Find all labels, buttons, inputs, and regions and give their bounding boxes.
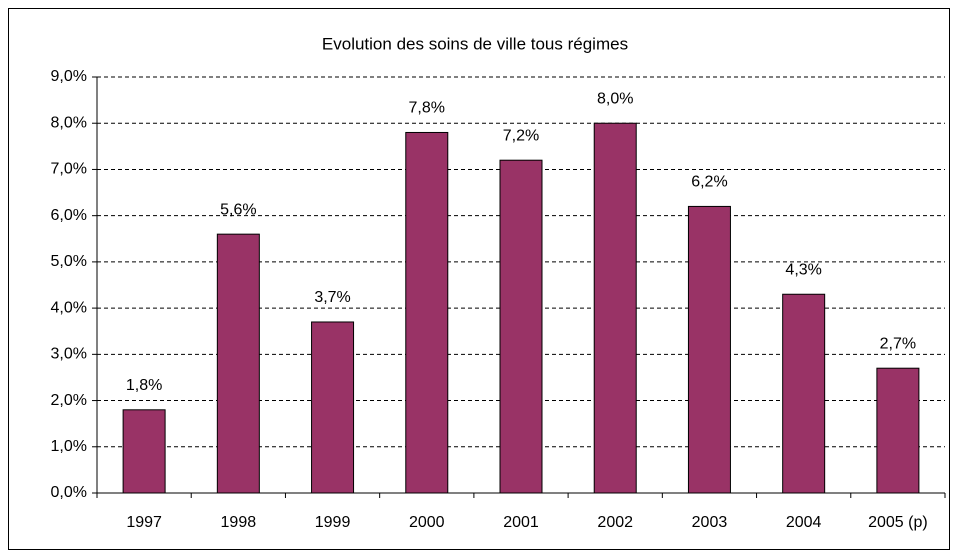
chart-title: Evolution des soins de ville tous régime… bbox=[322, 34, 628, 53]
y-tick-label: 6,0% bbox=[51, 207, 87, 224]
value-label: 7,8% bbox=[409, 100, 445, 117]
x-tick-label: 2005 (p) bbox=[868, 514, 928, 531]
value-label: 3,7% bbox=[314, 289, 350, 306]
bar bbox=[122, 409, 166, 494]
value-label: 2,7% bbox=[880, 335, 916, 352]
value-label: 6,2% bbox=[691, 174, 727, 191]
bar bbox=[593, 122, 637, 494]
y-tick-label: 4,0% bbox=[51, 299, 87, 316]
y-tick-label: 8,0% bbox=[51, 114, 87, 131]
bar bbox=[311, 321, 355, 494]
x-tick-label: 2001 bbox=[503, 514, 539, 531]
x-tick-label: 1999 bbox=[315, 514, 351, 531]
y-tick-label: 5,0% bbox=[51, 253, 87, 270]
bar bbox=[405, 131, 449, 494]
x-tick-label: 2000 bbox=[409, 514, 445, 531]
value-label: 8,0% bbox=[597, 90, 633, 107]
bar bbox=[782, 293, 826, 494]
y-tick-label: 1,0% bbox=[51, 438, 87, 455]
y-tick-label: 0,0% bbox=[51, 484, 87, 501]
y-tick-label: 3,0% bbox=[51, 346, 87, 363]
x-tick-label: 2002 bbox=[597, 514, 633, 531]
x-tick-label: 1997 bbox=[126, 514, 162, 531]
y-tick-label: 9,0% bbox=[51, 68, 87, 85]
value-label: 1,8% bbox=[126, 377, 162, 394]
value-label: 7,2% bbox=[503, 127, 539, 144]
y-tick-label: 2,0% bbox=[51, 392, 87, 409]
x-tick-label: 2003 bbox=[692, 514, 728, 531]
bar bbox=[687, 205, 731, 494]
x-tick-label: 1998 bbox=[221, 514, 257, 531]
x-tick-label: 2004 bbox=[786, 514, 822, 531]
y-tick-label: 7,0% bbox=[51, 161, 87, 178]
bar bbox=[216, 233, 260, 494]
bar bbox=[499, 159, 543, 494]
value-label: 4,3% bbox=[785, 261, 821, 278]
value-label: 5,6% bbox=[220, 201, 256, 218]
bar bbox=[876, 367, 920, 494]
